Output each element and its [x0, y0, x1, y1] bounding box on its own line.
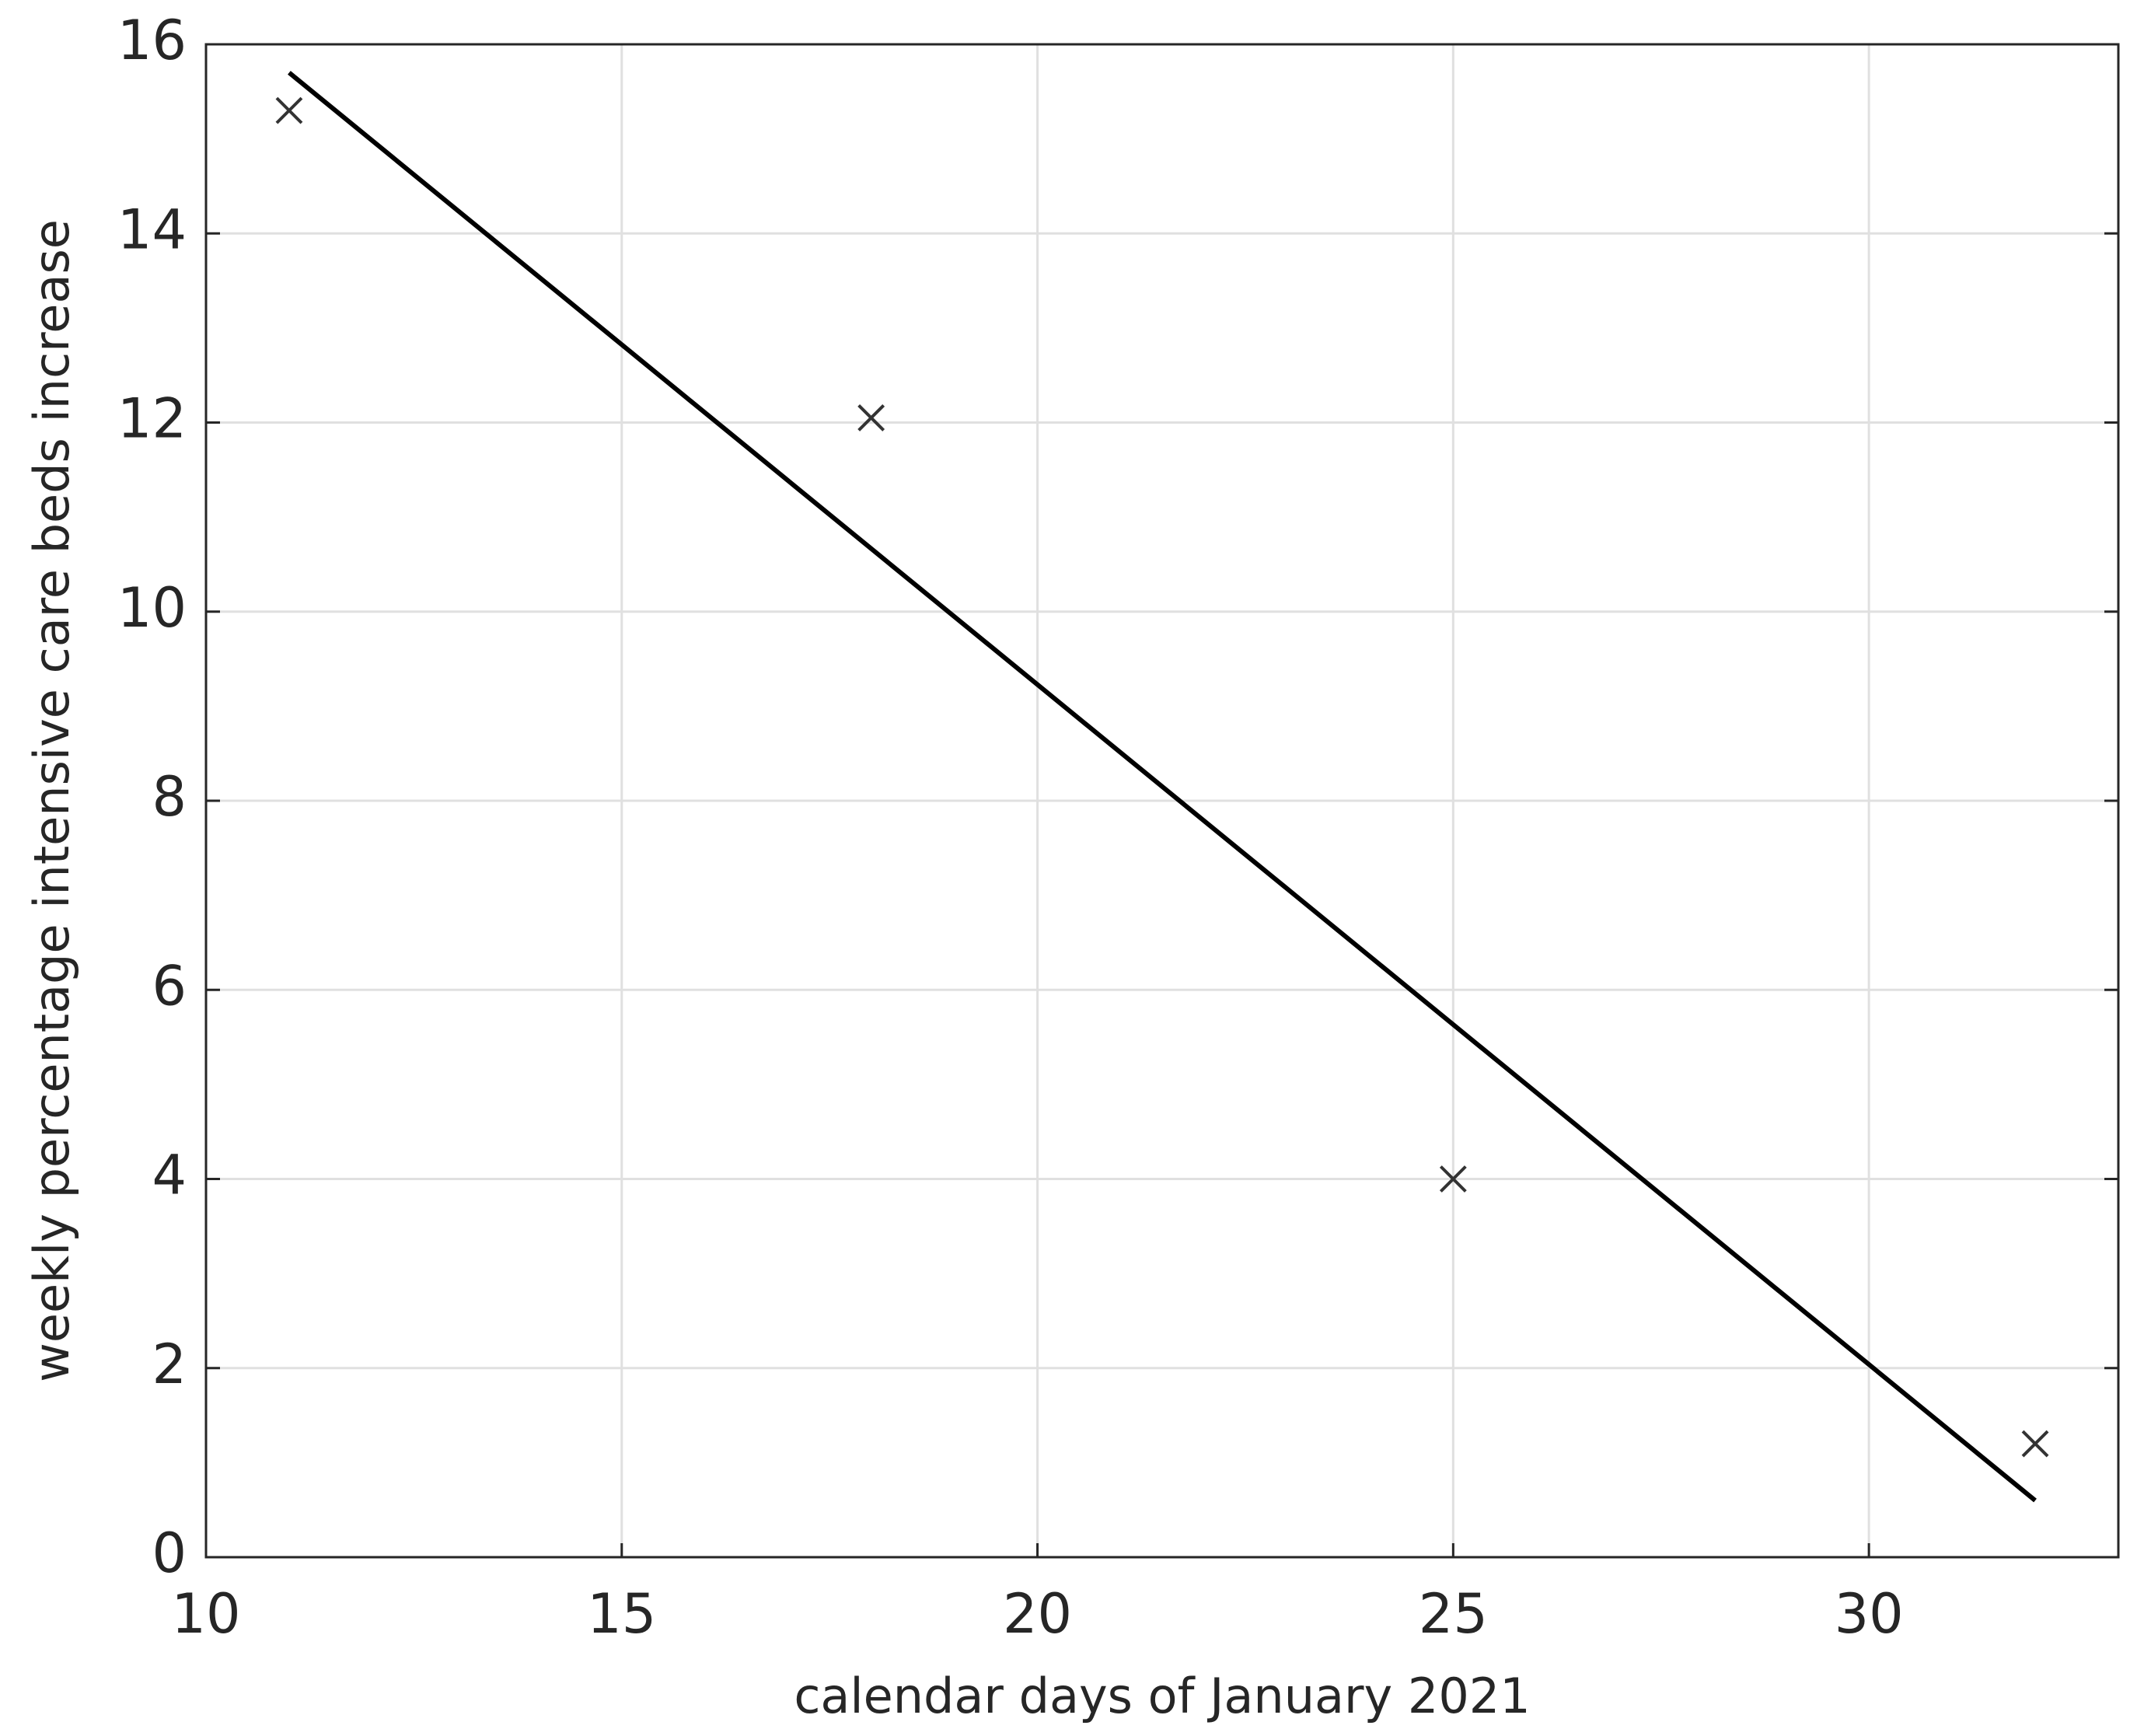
x-axis-label: calendar days of January 2021 [794, 1668, 1530, 1724]
x-tick-label: 30 [1835, 1582, 1904, 1646]
y-tick-label: 14 [117, 197, 187, 261]
x-tick-label: 15 [587, 1582, 656, 1646]
y-tick-label: 4 [152, 1144, 187, 1207]
y-tick-label: 12 [117, 387, 187, 451]
y-tick-label: 0 [152, 1521, 187, 1585]
y-tick-label: 8 [152, 765, 187, 829]
marker [1439, 1165, 1467, 1193]
plot-frame [204, 43, 2120, 1559]
x-tick-label: 10 [171, 1582, 240, 1646]
marker [275, 96, 303, 124]
marker [2021, 1430, 2049, 1458]
x-tick-label: 20 [1003, 1582, 1072, 1646]
marker [857, 404, 885, 431]
y-tick-label: 2 [152, 1333, 187, 1396]
y-tick-label: 16 [117, 9, 187, 72]
y-tick-label: 6 [152, 954, 187, 1018]
y-tick-label: 10 [117, 576, 187, 640]
x-tick-label: 25 [1419, 1582, 1488, 1646]
y-axis-label: weekly percentage intensive care beds in… [23, 219, 80, 1382]
fit-line [288, 71, 2037, 1503]
